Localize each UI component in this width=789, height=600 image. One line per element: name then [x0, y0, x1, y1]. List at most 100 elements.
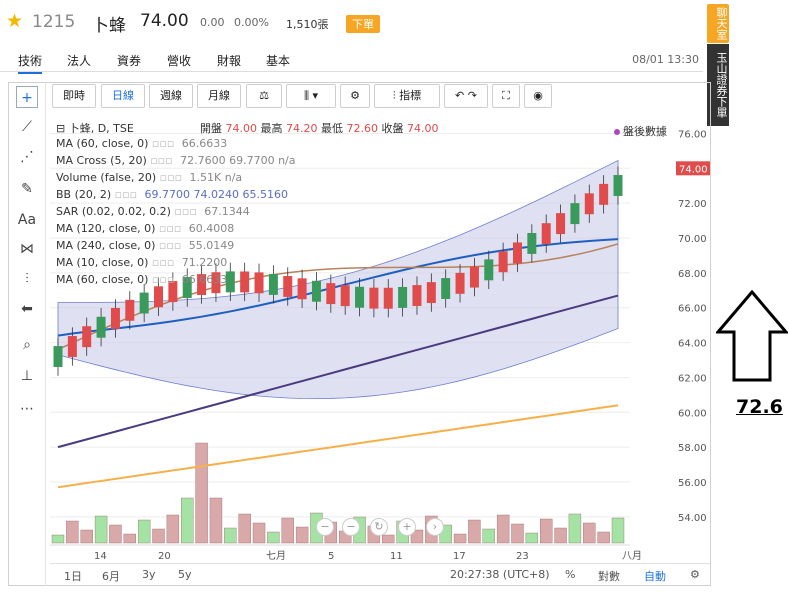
zoom-icon[interactable]: ⌕ [23, 337, 31, 353]
interval-realtime-button[interactable]: 即時 [52, 84, 96, 108]
legend-row-controls-icon[interactable]: ▫▫▫ [111, 188, 141, 201]
legend-row-controls-icon[interactable]: ▫▫▫ [155, 239, 185, 252]
high-label: 最高 [260, 122, 283, 135]
more-icon[interactable]: ⋯ [20, 401, 34, 417]
close-value: 74.00 [407, 122, 439, 135]
log-toggle[interactable]: 對數 [598, 570, 620, 583]
candle-body [340, 285, 350, 307]
date-axis-label: 17 [453, 551, 466, 562]
tab-financials[interactable]: 財報 [217, 54, 242, 68]
text-tool-icon[interactable]: Aa [17, 212, 37, 228]
zoom-minus-icon[interactable]: − [342, 518, 360, 536]
candle-body [197, 274, 207, 296]
tab-institutional[interactable]: 法人 [67, 54, 92, 68]
legend-row[interactable]: MA (240, close, 0) ▫▫▫ 55.0149 [56, 239, 234, 252]
interval-daily-button[interactable]: 日線 [101, 84, 145, 108]
open-label: 開盤 [200, 122, 222, 135]
pitchfork-icon[interactable]: ⋰ [20, 149, 34, 165]
bottom-settings-icon[interactable]: ⚙ [690, 568, 700, 581]
candle-body [240, 271, 250, 293]
range-6m[interactable]: 6月 [102, 570, 120, 583]
chart-svg[interactable]: 76.00 74.00 72.00 70.00 68.00 66.00 64.00 62.00… [50, 113, 710, 563]
section-tabs: 技術 法人 資券 營收 財報 基本 08/01 13:30 [0, 46, 703, 74]
tab-margin[interactable]: 資券 [117, 54, 142, 68]
candle-body [154, 286, 164, 308]
price-axis-label: 76.00 [678, 129, 707, 140]
legend-row-controls-icon[interactable]: ▫▫▫ [148, 256, 178, 269]
tab-technical[interactable]: 技術 [18, 52, 43, 74]
chat-room-tag[interactable]: 聊天室 [707, 4, 729, 43]
legend-row[interactable]: SAR (0.02, 0.02, 0.2) ▫▫▫ 67.1344 [56, 205, 250, 218]
indicator-button[interactable]: ⫶ 指標 [374, 84, 440, 108]
broker-order-button[interactable]: 玉山證券下單 [707, 44, 729, 126]
fib-icon[interactable]: ⫶ [25, 271, 29, 287]
legend-row-controls-icon[interactable]: ▫▫▫ [146, 154, 177, 167]
volume-bar [66, 520, 79, 544]
bollinger-band [57, 159, 619, 400]
camera-icon[interactable]: ◉ [524, 84, 552, 108]
legend-row[interactable]: MA (60, close, 0) ▫▫▫ 66.6633 [56, 137, 227, 150]
date-axis-label: 七月 [266, 550, 286, 562]
undo-redo-icon[interactable]: ↶ ↷ [444, 84, 488, 108]
reset-icon[interactable]: ↻ [370, 518, 388, 536]
legend-row[interactable]: Volume (false, 20) ▫▫▫ 1.51K n/a [56, 171, 242, 184]
legend-row-label: SAR (0.02, 0.02, 0.2) [56, 205, 171, 218]
compare-scale-icon[interactable]: ⚖ [246, 84, 282, 108]
price-axis-label: 56.00 [678, 478, 707, 489]
legend-row-controls-icon[interactable]: ▫▫▫ [148, 273, 178, 286]
scroll-right-icon[interactable]: › [426, 518, 444, 536]
volume-bar [267, 531, 280, 544]
zoom-in-icon[interactable]: + [398, 518, 416, 536]
trend-line-icon[interactable]: ⟋ [22, 119, 32, 135]
legend-row[interactable]: BB (20, 2) ▫▫▫ 69.7700 74.0240 65.5160 [56, 188, 288, 201]
settings-gear-icon[interactable]: ⚙ [340, 84, 370, 108]
legend-row[interactable]: MA (120, close, 0) ▫▫▫ 60.4008 [56, 222, 234, 235]
legend-row[interactable]: MA (10, close, 0) ▫▫▫ 71.2200 [56, 256, 227, 269]
legend-row[interactable]: MA Cross (5, 20) ▫▫▫ 72.7600 69.7700 n/a [56, 154, 295, 167]
price-change-pct: 0.00% [234, 16, 269, 29]
pattern-icon[interactable]: ⋈ [20, 241, 34, 257]
candle-type-icon[interactable]: ⫼ ▾ [286, 84, 336, 108]
tab-revenue[interactable]: 營收 [167, 54, 192, 68]
date-axis-label: 八月 [622, 550, 642, 562]
candle-body [383, 287, 393, 309]
favorite-star-icon[interactable]: ★ [6, 10, 24, 32]
tab-basic[interactable]: 基本 [266, 54, 291, 68]
legend-row-controls-icon[interactable]: ▫▫▫ [170, 205, 201, 218]
interval-monthly-button[interactable]: 月線 [197, 84, 241, 108]
price-chart[interactable]: 76.00 74.00 72.00 70.00 68.00 66.00 64.00 62.00… [50, 113, 710, 563]
volume-bar [597, 531, 610, 544]
candle-body [283, 276, 293, 297]
arrow-left-icon[interactable]: ⬅ [21, 301, 33, 317]
measure-icon[interactable]: ⊥ [20, 368, 34, 384]
candle-body [326, 283, 336, 305]
auto-toggle[interactable]: 自動 [644, 570, 666, 583]
volume-bar [611, 517, 625, 544]
legend-row[interactable]: MA (60, close, 0) ▫▫▫ 66.6633 [56, 273, 227, 286]
legend-row-controls-icon[interactable]: ▫▫▫ [155, 222, 185, 235]
volume-bar [496, 514, 510, 544]
ohlc-readout: 開盤 74.00 最高 74.20 最低 72.60 收盤 74.00 [200, 120, 439, 136]
interval-weekly-button[interactable]: 週線 [149, 84, 193, 108]
collapse-icon[interactable]: ⊟ [56, 122, 69, 135]
range-3y[interactable]: 3y [142, 568, 156, 581]
crosshair-icon[interactable]: + [16, 86, 38, 108]
range-1d[interactable]: 1日 [64, 570, 82, 583]
legend-row-controls-icon[interactable]: ▫▫▫ [156, 171, 186, 184]
fullscreen-icon[interactable]: ⛶ [492, 84, 520, 108]
range-5y[interactable]: 5y [178, 568, 192, 581]
after-hours-label[interactable]: 盤後數據 [614, 123, 667, 139]
current-price-badge-text: 74.00 [679, 164, 708, 175]
brush-icon[interactable]: ✎ [21, 181, 33, 197]
legend-row-controls-icon[interactable]: ▫▫▫ [148, 137, 178, 150]
candle-body [484, 259, 494, 281]
date-axis-label: 5 [328, 551, 334, 562]
percent-toggle[interactable]: % [565, 568, 576, 581]
candle-body [426, 282, 436, 304]
zoom-out-icon[interactable]: − [316, 518, 334, 536]
volume-bar [525, 532, 539, 544]
candle-body [469, 266, 479, 288]
up-arrow-annotation-icon [716, 290, 788, 382]
volume-bar [137, 519, 151, 544]
order-button[interactable]: 下單 [346, 15, 380, 33]
